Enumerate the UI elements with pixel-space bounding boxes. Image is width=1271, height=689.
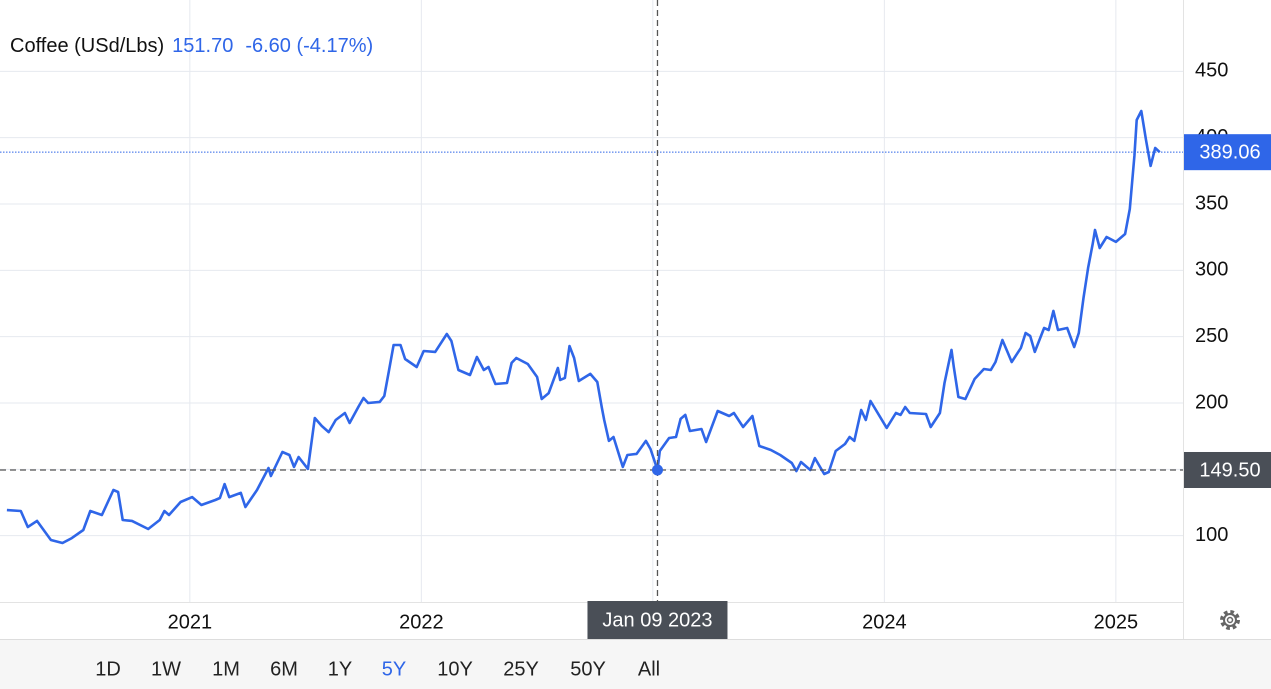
range-button[interactable]: 6M: [270, 658, 298, 680]
y-tick-label: 450: [1195, 60, 1228, 82]
range-button[interactable]: 5Y: [382, 658, 406, 680]
crosshair-y-label: 149.50: [1199, 459, 1260, 481]
y-tick-label: 200: [1195, 391, 1228, 413]
grid: 1001502002503003504004502021202220232024…: [0, 0, 1228, 633]
y-tick-label: 350: [1195, 192, 1228, 214]
range-button[interactable]: 10Y: [437, 658, 473, 680]
range-button[interactable]: All: [638, 658, 660, 680]
y-tick-label: 250: [1195, 325, 1228, 347]
last-value-label: 389.06: [1199, 141, 1260, 163]
crosshair-dot: [651, 464, 663, 476]
change: -6.60 (-4.17%): [245, 35, 373, 57]
settings-icon[interactable]: [1220, 610, 1240, 630]
y-tick-label: 300: [1195, 259, 1228, 281]
overlay: 389.06 149.50 Jan 09 2023: [0, 0, 1271, 639]
crosshair-x-label: Jan 09 2023: [602, 609, 712, 631]
plot: [6, 109, 1161, 545]
x-tick-label: 2022: [399, 611, 444, 633]
gear-hole: [1226, 616, 1234, 624]
range-button[interactable]: 1D: [95, 658, 121, 680]
range-button[interactable]: 1Y: [328, 658, 352, 680]
x-tick-label: 2025: [1094, 611, 1139, 633]
y-tick-label: 100: [1195, 524, 1228, 546]
price: 151.70: [172, 35, 233, 57]
range-bar: [0, 640, 1271, 689]
header: Coffee (USd/Lbs) 151.70 -6.60 (-4.17%): [10, 35, 373, 57]
range-button[interactable]: 1W: [151, 658, 181, 680]
gear-body: [1223, 613, 1237, 627]
price-line: [6, 109, 1161, 545]
x-tick-label: 2021: [168, 611, 213, 633]
range-button[interactable]: 50Y: [570, 658, 606, 680]
x-tick-label: 2024: [862, 611, 907, 633]
crosshair-x-box: [587, 601, 728, 639]
range-button[interactable]: 1M: [212, 658, 240, 680]
gear-teeth: [1220, 610, 1240, 630]
crosshair-y-box: [1184, 451, 1271, 488]
last-value-box: [1184, 134, 1271, 171]
series-name: Coffee (USd/Lbs): [10, 35, 164, 57]
range-button[interactable]: 25Y: [503, 658, 539, 680]
